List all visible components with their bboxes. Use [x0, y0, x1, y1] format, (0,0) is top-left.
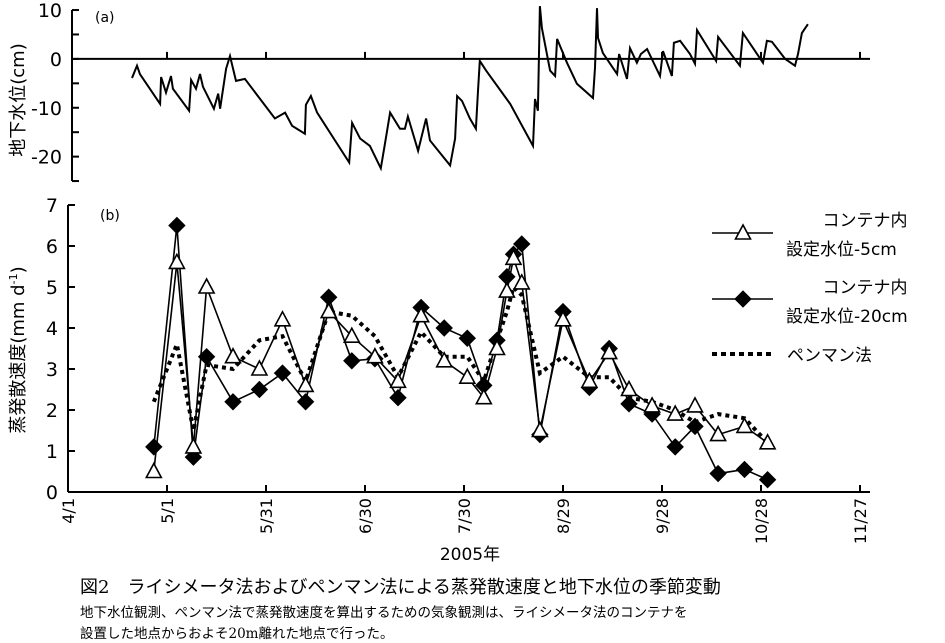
container-20cm-point: [197, 347, 216, 366]
panel-label-a: (a): [95, 10, 115, 26]
y-tick-label-a: -10: [31, 98, 62, 120]
container-5cm-point: [498, 281, 516, 298]
container-5cm-point: [758, 433, 777, 450]
y-axis-label-b-main: 蒸発散速度(mm d: [8, 284, 29, 433]
y-tick-label-b: 7: [46, 195, 58, 217]
container-5cm-point: [554, 310, 572, 327]
container-20cm-point: [666, 438, 684, 456]
container-5cm-point: [474, 388, 493, 405]
y-tick-label-b: 4: [46, 318, 58, 340]
container-5cm-point: [389, 371, 407, 389]
container-5cm-point: [184, 437, 203, 454]
container-5cm-point: [296, 375, 315, 393]
y-tick-label-b: 6: [46, 236, 58, 258]
container-20cm-point: [758, 470, 777, 489]
container-20cm-point: [168, 216, 186, 235]
container-5cm-point: [620, 379, 638, 397]
figure-caption-line-2: 設置した地点からおよそ20m離れた地点で行った。: [80, 626, 394, 642]
container-5cm-point: [512, 273, 531, 290]
y-tick-label-a: 10: [38, 0, 62, 22]
legend-label-penman: ペンマン法: [787, 346, 872, 366]
x-axis-label-b: 2005年: [440, 545, 500, 565]
panel-a-groundwater-chart: 10 0 -10 -20 (a) 地下水位(cm): [8, 0, 870, 183]
y-tick-label-a: 0: [50, 49, 62, 71]
container-20cm-point: [735, 460, 754, 479]
y-tick-label-b: 0: [46, 482, 58, 504]
container-5cm-point: [197, 277, 216, 294]
legend-marker-5cm: [734, 223, 752, 240]
container-20cm-point: [224, 393, 242, 411]
panel-label-b: (b): [100, 208, 120, 224]
y-tick-label-b: 3: [46, 359, 58, 381]
x-tick-label-b: 5/1: [158, 498, 177, 524]
container-5cm-point: [488, 338, 506, 356]
container-20cm-point: [513, 235, 531, 253]
container-5cm-point: [412, 306, 430, 323]
y-axis-label-a: 地下水位(cm): [8, 43, 29, 156]
container-20cm-point: [273, 364, 292, 382]
panel-b-evapotranspiration-chart: 0 1 2 3 4 5 6 7 4/1 5/1 5/31 6/30 7/30 8/29 9/28 10/28 1…: [7, 195, 870, 565]
container-5cm-point: [273, 310, 292, 327]
container-5cm-point: [531, 420, 549, 438]
y-axis-label-b: 蒸発散速度(mm d-1): [7, 266, 29, 433]
container-20cm-point: [145, 438, 163, 456]
container-20cm-point: [458, 329, 477, 347]
x-tick-label-b: 8/29: [554, 498, 573, 534]
container-20cm-point: [435, 319, 453, 337]
container-5cm-point: [250, 359, 269, 376]
y-axis-label-b-end: ): [8, 266, 29, 273]
container-5cm-point: [342, 326, 361, 344]
container-20cm-point: [686, 417, 704, 436]
x-tick-label-b: 11/27: [851, 498, 870, 544]
y-tick-label-a: -20: [31, 147, 62, 169]
legend-marker-20cm: [734, 290, 752, 308]
container-5cm-point: [580, 371, 599, 389]
x-tick-label-b: 9/28: [653, 498, 672, 534]
container-5cm-point: [168, 252, 186, 270]
figure-caption-line-1: 地下水位観測、ペンマン法で蒸発散速度を算出するための気象観測は、ライシメータ法の…: [80, 605, 688, 621]
x-tick-label-b: 6/30: [356, 498, 375, 534]
container-5cm-point: [686, 396, 704, 413]
legend-label-5cm-line2: 設定水位-5cm: [786, 240, 897, 260]
container-20cm-point: [620, 395, 638, 413]
container-20cm-point: [389, 388, 407, 407]
container-5cm-point: [709, 424, 727, 442]
container-5cm-point: [435, 351, 454, 368]
container-20cm-point: [709, 464, 727, 483]
y-tick-label-b: 1: [46, 441, 58, 463]
x-tick-label-b: 4/1: [59, 498, 78, 524]
container-5cm-point: [319, 301, 338, 319]
groundwater-series-line: [131, 6, 809, 172]
y-tick-label-b: 2: [46, 400, 58, 422]
container-5cm-point: [600, 342, 619, 360]
container-20cm-point: [343, 352, 361, 370]
container-5cm-point: [643, 396, 661, 413]
container-5cm-point: [224, 347, 242, 364]
figure-caption-title: 図2 ライシメータ法およびペンマン法による蒸発散速度と地下水位の季節変動: [80, 577, 721, 598]
container-20cm-point: [296, 393, 315, 411]
container-5cm-point: [504, 248, 523, 266]
x-tick-label-b: 7/30: [455, 498, 474, 534]
legend-label-20cm-line2: 設定水位-20cm: [786, 307, 908, 327]
container-5cm-point: [735, 416, 754, 434]
y-tick-label-b: 5: [46, 277, 58, 299]
legend-label-5cm-line1: コンテナ内: [823, 211, 908, 231]
container-20cm-point: [250, 380, 269, 399]
x-tick-label-b: 5/31: [257, 498, 276, 534]
container-5cm-point: [144, 461, 163, 479]
container-5cm-point: [366, 347, 384, 364]
container-5cm-point: [458, 367, 477, 385]
legend-label-20cm-line1: コンテナ内: [823, 278, 908, 298]
x-tick-label-b: 10/28: [752, 498, 771, 544]
container-5cm-point: [666, 404, 685, 421]
y-axis-label-b-sup: -1: [7, 273, 20, 284]
